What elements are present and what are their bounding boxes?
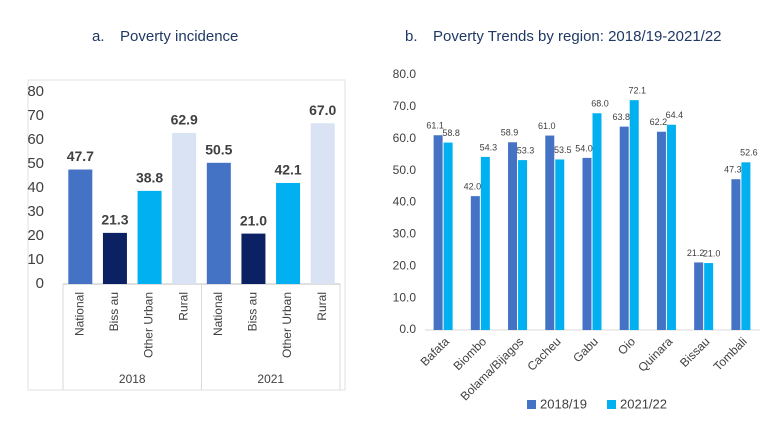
y-tick-label: 80.0 [393,67,417,81]
legend-label: 2021/22 [620,396,667,411]
group-label: 2018 [119,372,146,386]
y-tick-label: 70 [27,107,44,124]
value-label: 63.8 [612,112,630,122]
value-label: 38.8 [136,170,163,186]
bar [206,162,231,284]
y-tick-label: 10.0 [393,290,417,304]
bar [666,124,676,330]
value-label: 62.2 [650,117,668,127]
y-tick-label: 50.0 [393,163,417,177]
y-tick-label: 50 [27,155,44,172]
y-tick-label: 10 [27,251,44,268]
plot-frame [27,79,346,391]
y-tick-label: 30.0 [393,227,417,241]
bar [172,133,197,284]
x-tick-label: Tombali [711,334,750,373]
chart-title: Poverty Trends by region: 2018/19-2021/2… [433,28,722,45]
value-label: 72.1 [628,86,646,96]
chart-title: Poverty incidence [120,28,238,45]
value-label: 58.9 [501,128,519,138]
x-tick-label: Cacheu [524,334,563,373]
bar [731,179,741,330]
value-label: 62.9 [171,112,198,128]
value-label: 67.0 [309,102,336,118]
panel-label: b. [405,28,418,45]
x-tick-label: Bissau [677,334,712,369]
bar [68,169,93,284]
value-label: 54.3 [480,142,498,152]
bar [241,233,266,284]
x-tick-label: Other Urban [142,292,156,358]
y-tick-label: 60.0 [393,131,417,145]
y-tick-label: 40.0 [393,195,417,209]
bar [629,100,639,331]
x-tick-label: Rural [176,292,190,321]
value-label: 58.8 [442,128,460,138]
x-tick-label: Bafata [418,334,453,369]
bar [480,156,490,330]
y-tick-label: 20 [27,227,44,244]
bar [276,182,301,284]
legend-swatch [527,400,536,409]
value-label: 42.1 [274,162,301,178]
bar [443,142,453,330]
x-tick-label: National [72,292,86,336]
bar [592,113,602,330]
bar [582,157,592,330]
bar [137,190,162,284]
value-label: 47.3 [724,165,742,175]
y-tick-label: 30 [27,203,44,220]
y-tick-label: 20.0 [393,258,417,272]
value-label: 50.5 [205,142,232,158]
panel-label: a. [92,28,105,45]
value-label: 53.5 [554,145,572,155]
value-label: 61.1 [426,121,444,131]
x-tick-label: Oio [615,334,638,357]
bar [741,162,751,330]
x-tick-label: Other Urban [280,292,294,358]
y-tick-label: 0 [36,275,44,292]
value-label: 68.0 [591,99,609,109]
legend-swatch [607,400,616,409]
bar [433,135,443,330]
bar [518,160,528,330]
bar [470,196,480,330]
value-label: 53.3 [517,145,535,155]
value-label: 21.0 [240,212,267,228]
x-tick-label: Biss au [246,292,260,331]
value-label: 52.6 [740,148,758,158]
value-label: 61.0 [538,121,556,131]
bar [656,131,666,330]
bar [102,232,127,284]
x-tick-label: Rural [315,292,329,321]
x-tick-label: Gabu [570,334,601,365]
legend-label: 2018/19 [540,396,587,411]
bar [619,126,629,330]
value-label: 21.0 [703,248,721,258]
x-tick-label: Biss au [107,292,121,331]
bar [545,135,555,330]
y-tick-label: 40 [27,179,44,196]
y-tick-label: 0.0 [399,322,416,336]
value-label: 47.7 [67,148,94,164]
x-tick-label: National [211,292,225,336]
y-tick-label: 60 [27,131,44,148]
bar [508,142,518,330]
y-tick-label: 70.0 [393,99,417,113]
bar [310,123,335,284]
value-label: 42.0 [464,182,482,192]
value-label: 64.4 [666,110,684,120]
bar [555,159,565,330]
bar [694,262,704,330]
value-label: 21.3 [101,212,128,228]
value-label: 54.0 [575,143,593,153]
bar [704,263,714,330]
y-tick-label: 80 [27,83,44,100]
x-tick-label: Quinara [635,334,675,374]
group-label: 2021 [257,372,284,386]
value-label: 21.2 [687,248,705,258]
